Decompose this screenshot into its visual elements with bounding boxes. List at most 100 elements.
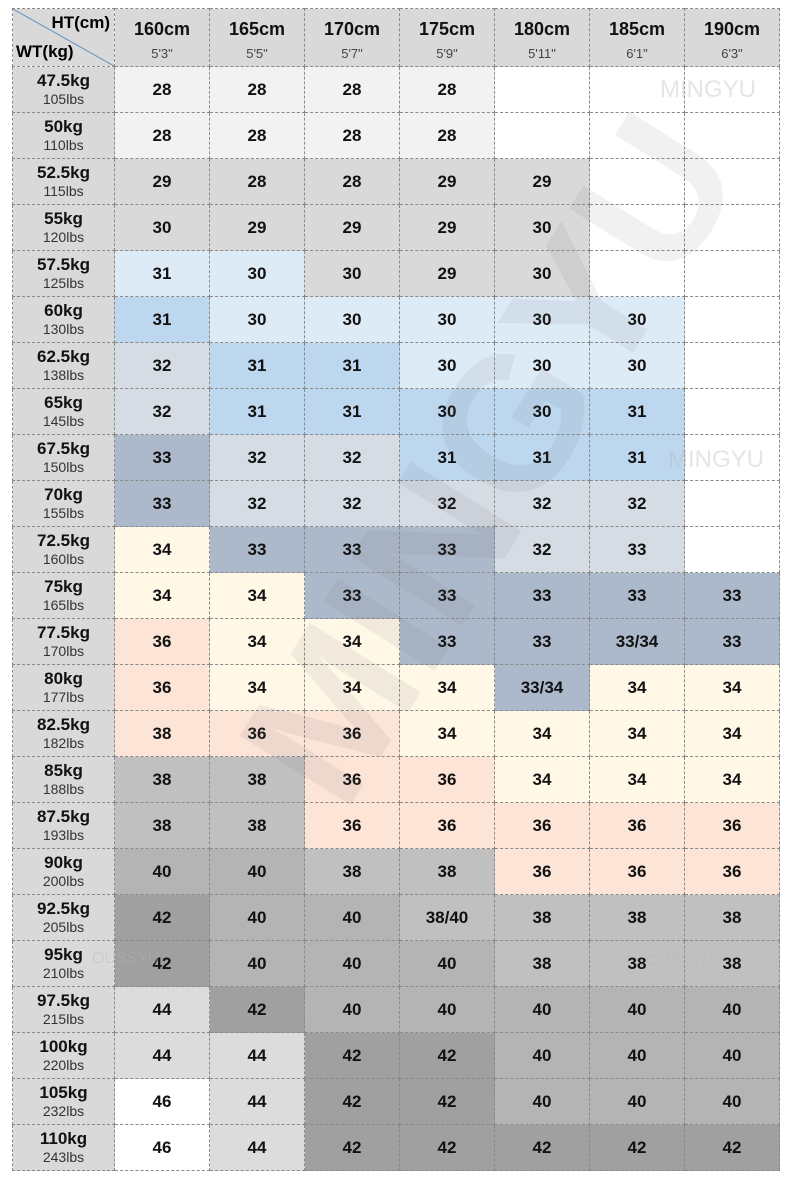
weight-lbs: 120lbs xyxy=(42,229,85,245)
size-cell: 28 xyxy=(304,112,400,159)
size-cell: 34 xyxy=(209,618,305,665)
size-cell: 34 xyxy=(304,664,400,711)
size-cell: 44 xyxy=(209,1124,305,1171)
size-cell: 29 xyxy=(209,204,305,251)
table-row: 92.5kg 205lbs 42 40 40 38/40 38 38 38 xyxy=(12,894,780,941)
size-cell: 29 xyxy=(114,158,210,205)
height-header-170cm: 170cm 5'7" xyxy=(304,8,400,67)
size-cell: 38 xyxy=(494,894,590,941)
size-cell: 33 xyxy=(114,434,210,481)
size-cell: 28 xyxy=(209,112,305,159)
size-cell: 34 xyxy=(114,526,210,573)
size-cell: 38 xyxy=(399,848,495,895)
weight-kg: 82.5kg xyxy=(37,715,90,734)
height-ft: 5'11" xyxy=(528,45,556,61)
size-cell: 34 xyxy=(209,572,305,619)
table-row: 95kg 210lbs 42 40 40 40 38 38 38 xyxy=(12,940,780,987)
size-cell: 32 xyxy=(114,342,210,389)
weight-kg: 50kg xyxy=(44,117,83,136)
weight-header: 62.5kg 138lbs xyxy=(12,342,115,389)
weight-kg: 72.5kg xyxy=(37,531,90,550)
size-cell: 42 xyxy=(494,1124,590,1171)
size-cell: 34 xyxy=(589,710,685,757)
height-cm: 190cm xyxy=(703,18,761,39)
size-cell: 34 xyxy=(304,618,400,665)
height-header-175cm: 175cm 5'9" xyxy=(399,8,495,67)
size-cell: 33 xyxy=(304,572,400,619)
size-cell: 29 xyxy=(399,204,495,251)
table-row: 47.5kg 105lbs 28 28 28 28 xyxy=(12,66,780,113)
size-cell: 38 xyxy=(684,894,780,941)
weight-header: 100kg 220lbs xyxy=(12,1032,115,1079)
size-cell: 36 xyxy=(209,710,305,757)
size-cell: 40 xyxy=(399,986,495,1033)
table-row: 60kg 130lbs 31 30 30 30 30 30 xyxy=(12,296,780,343)
size-cell: 30 xyxy=(494,388,590,435)
weight-lbs: 210lbs xyxy=(42,965,85,981)
weight-header: 67.5kg 150lbs xyxy=(12,434,115,481)
size-cell: 38 xyxy=(114,756,210,803)
weight-lbs: 105lbs xyxy=(42,91,85,107)
weight-lbs: 110lbs xyxy=(43,137,84,153)
height-cm: 170cm xyxy=(323,18,381,39)
table-row: 87.5kg 193lbs 38 38 36 36 36 36 36 xyxy=(12,802,780,849)
size-cell: 40 xyxy=(589,1078,685,1125)
size-cell: 40 xyxy=(114,848,210,895)
size-cell: 36 xyxy=(304,756,400,803)
size-cell: 36 xyxy=(494,802,590,849)
weight-kg: 110kg xyxy=(39,1129,88,1148)
size-cell xyxy=(684,434,780,481)
size-cell: 31 xyxy=(114,296,210,343)
size-cell: 38 xyxy=(114,710,210,757)
weight-lbs: 130lbs xyxy=(42,321,85,337)
weight-header: 80kg 177lbs xyxy=(12,664,115,711)
weight-lbs: 220lbs xyxy=(42,1057,85,1073)
weight-lbs: 205lbs xyxy=(42,919,85,935)
size-cell xyxy=(589,112,685,159)
weight-lbs: 145lbs xyxy=(42,413,85,429)
size-cell: 32 xyxy=(494,526,590,573)
table-row: 100kg 220lbs 44 44 42 42 40 40 40 xyxy=(12,1032,780,1079)
size-cell xyxy=(684,250,780,297)
size-cell: 42 xyxy=(114,940,210,987)
size-cell: 40 xyxy=(209,848,305,895)
weight-lbs: 115lbs xyxy=(43,183,84,199)
height-cm: 185cm xyxy=(608,18,666,39)
size-cell xyxy=(684,480,780,527)
size-cell: 34 xyxy=(684,664,780,711)
size-cell: 32 xyxy=(589,480,685,527)
size-cell: 34 xyxy=(209,664,305,711)
size-cell: 42 xyxy=(304,1124,400,1171)
size-cell: 34 xyxy=(684,710,780,757)
size-cell: 38 xyxy=(209,802,305,849)
height-cm: 175cm xyxy=(418,18,476,39)
size-cell: 36 xyxy=(494,848,590,895)
table-row: 105kg 232lbs 46 44 42 42 40 40 40 xyxy=(12,1078,780,1125)
table-row: 50kg 110lbs 28 28 28 28 xyxy=(12,112,780,159)
size-cell: 42 xyxy=(209,986,305,1033)
size-cell xyxy=(589,66,685,113)
weight-lbs: 150lbs xyxy=(42,459,85,475)
weight-header: 52.5kg 115lbs xyxy=(12,158,115,205)
size-cell: 30 xyxy=(589,342,685,389)
table-row: 82.5kg 182lbs 38 36 36 34 34 34 34 xyxy=(12,710,780,757)
weight-header: 105kg 232lbs xyxy=(12,1078,115,1125)
size-cell: 33/34 xyxy=(589,618,685,665)
weight-lbs: 125lbs xyxy=(42,275,85,291)
table-row: 70kg 155lbs 33 32 32 32 32 32 xyxy=(12,480,780,527)
size-cell: 34 xyxy=(494,756,590,803)
size-cell: 33 xyxy=(684,572,780,619)
height-cm: 160cm xyxy=(133,18,191,39)
size-cell: 34 xyxy=(399,664,495,711)
size-cell: 36 xyxy=(304,802,400,849)
size-cell: 40 xyxy=(589,986,685,1033)
weight-kg: 95kg xyxy=(44,945,83,964)
size-cell: 38/40 xyxy=(399,894,495,941)
weight-kg: 57.5kg xyxy=(37,255,90,274)
size-cell: 30 xyxy=(209,250,305,297)
weight-lbs: 193lbs xyxy=(42,827,85,843)
size-cell: 30 xyxy=(589,296,685,343)
size-cell: 38 xyxy=(114,802,210,849)
size-cell: 31 xyxy=(399,434,495,481)
size-cell: 42 xyxy=(684,1124,780,1171)
